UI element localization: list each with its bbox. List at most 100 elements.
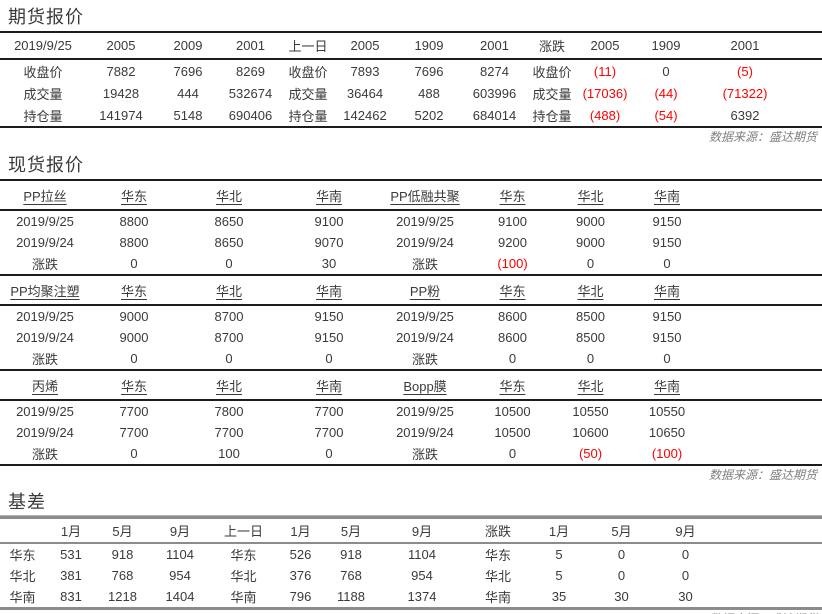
cell: 141974 (99, 107, 143, 123)
cell: 5148 (173, 107, 203, 123)
table-header-row: PP均聚注塑 华东 华北 华南 PP粉 华东 华北 华南 (0, 274, 822, 306)
cell: 10500 (494, 404, 531, 419)
column-header: 华北 (178, 274, 280, 306)
column-header: 华北 (553, 369, 628, 401)
basis-data-source-note: 数据来源：盛达期货 (0, 610, 822, 614)
table-row: 涨跌 0 0 0 涨跌 0 0 0 (0, 348, 822, 370)
cell: 7800 (214, 404, 244, 419)
cell: 526 (289, 547, 312, 562)
cell (718, 543, 822, 565)
cell: (11) (593, 63, 617, 79)
cell: 9000 (119, 309, 149, 324)
cell: 0 (681, 568, 690, 583)
column-header: 2019/9/25 (0, 31, 86, 60)
cell: 954 (169, 568, 191, 583)
cell: (44) (654, 85, 678, 101)
cell: 涨跌 (411, 352, 438, 367)
table-header-row: 2019/9/25 2005 2009 2001 上一日 2005 1909 2001 涨跌 20… (0, 31, 822, 60)
cell: 9200 (498, 235, 527, 250)
cell: 1404 (165, 589, 195, 604)
futures-table: 2019/9/25 2005 2009 2001 上一日 2005 1909 2001 涨跌 20… (0, 31, 822, 128)
cell: 7700 (314, 425, 344, 440)
column-header: 5月 (590, 517, 653, 544)
column-header: 华东 (90, 369, 178, 401)
cell: 5 (555, 547, 563, 562)
cell: 36464 (346, 85, 384, 101)
cell: (17036) (582, 85, 628, 101)
cell: 涨跌 (31, 257, 58, 272)
cell: 142462 (343, 107, 387, 123)
cell (706, 210, 822, 232)
cell: 0 (130, 446, 138, 461)
table-header-row: PP拉丝 华东 华北 华南 PP低融共聚 华东 华北 华南 (0, 179, 822, 211)
cell: 0 (681, 547, 690, 562)
cell: 918 (111, 547, 134, 562)
cell: 华南 (230, 590, 257, 605)
cell (706, 327, 822, 348)
cell: 8269 (236, 63, 265, 79)
cell: 8650 (214, 214, 244, 229)
cell: 成交量 (23, 86, 63, 102)
cell (706, 253, 822, 275)
cell: 6392 (730, 107, 760, 123)
column-header: 涨跌 (526, 31, 578, 60)
cell: 918 (340, 547, 362, 562)
cell: 1104 (408, 547, 436, 562)
column-header: 5月 (97, 517, 148, 544)
cell: 2019/9/25 (16, 404, 74, 419)
cell: 0 (617, 568, 626, 583)
column-header: 华南 (280, 179, 378, 211)
cell: 2019/9/24 (396, 425, 454, 440)
cell: (50) (578, 446, 603, 461)
cell: 华北 (230, 569, 257, 584)
cell: 0 (225, 256, 233, 271)
cell: 华东 (484, 548, 511, 563)
cell: 30 (321, 256, 337, 271)
cell: 488 (418, 85, 440, 101)
cell: 9150 (652, 235, 682, 250)
table-row: 涨跌 0 0 30 涨跌 (100) 0 0 (0, 253, 822, 275)
cell: 376 (289, 568, 312, 583)
column-header: PP拉丝 (0, 179, 90, 211)
column-header: 1月 (45, 517, 97, 544)
column-header: 华南 (628, 179, 706, 211)
cell: 8600 (498, 309, 527, 324)
cell: 954 (411, 568, 433, 583)
cell: 成交量 (288, 86, 328, 102)
column-header: 9月 (653, 517, 718, 544)
column-header: 华东 (90, 179, 178, 211)
column-header (706, 369, 822, 401)
spot-section: 现货报价 PP拉丝 华东 华北 华南 PP低融共聚 华东 华北 华南 2019/9/25 8800… (0, 148, 822, 486)
cell: 华南 (9, 590, 36, 605)
cell: 华东 (9, 548, 36, 563)
cell: 1188 (337, 589, 365, 604)
column-header: 2001 (700, 31, 790, 60)
cell (790, 59, 822, 82)
basis-section-title: 基差 (0, 486, 822, 516)
cell: 30 (614, 589, 629, 604)
column-header (790, 31, 822, 60)
table-row: 2019/9/24 8800 8650 9070 2019/9/24 9200 9000 91… (0, 232, 822, 253)
column-header: 华北 (553, 179, 628, 211)
column-header: 华南 (280, 274, 378, 306)
cell: 涨跌 (411, 257, 438, 272)
cell (706, 305, 822, 327)
cell (706, 348, 822, 370)
cell: 9100 (314, 214, 344, 229)
column-header: 2005 (335, 31, 395, 60)
cell: 收盘价 (532, 64, 572, 80)
cell: 0 (663, 351, 671, 366)
table-row: 2019/9/24 9000 8700 9150 2019/9/24 8600 8500 91… (0, 327, 822, 348)
cell: (71322) (722, 85, 768, 101)
cell: 成交量 (532, 86, 572, 102)
cell: 690406 (228, 107, 273, 123)
column-header: 1909 (395, 31, 463, 60)
cell: 30 (678, 589, 693, 604)
table-row: 2019/9/24 7700 7700 7700 2019/9/24 10500 10600… (0, 422, 822, 443)
cell: 1218 (108, 589, 137, 604)
futures-section-title: 期货报价 (8, 7, 84, 27)
column-header: 2001 (463, 31, 526, 60)
cell: 0 (130, 256, 138, 271)
cell: (100) (651, 446, 683, 461)
cell: 涨跌 (31, 352, 58, 367)
